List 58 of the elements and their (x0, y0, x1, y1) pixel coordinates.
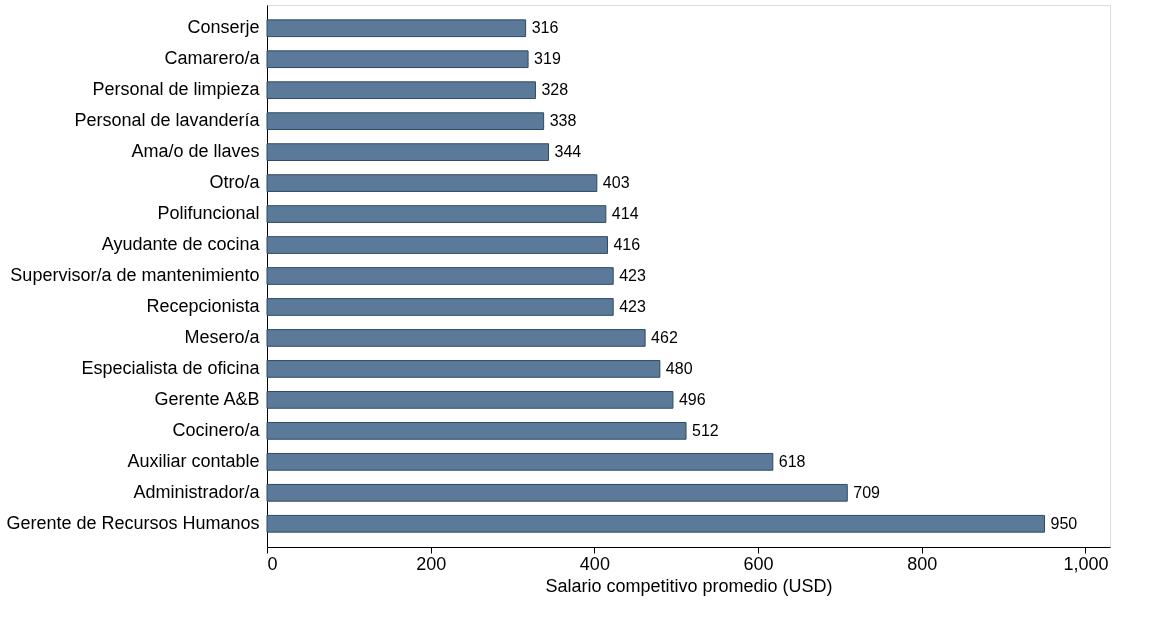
y-tick-label: Cocinero/a (172, 419, 261, 440)
y-tick-label: Conserje (187, 17, 260, 38)
data-label: 496 (678, 390, 706, 408)
y-tick-label: Especialista de oficina (81, 357, 261, 378)
y-tick-label: Recepcionista (146, 295, 261, 316)
data-label: 462 (651, 328, 678, 346)
bar (266, 174, 598, 192)
bar (266, 514, 1046, 533)
bar (266, 421, 687, 440)
data-label: 316 (531, 19, 559, 37)
y-tick-label: Personal de limpieza (92, 79, 261, 100)
data-label: 950 (1050, 514, 1078, 532)
y-tick-label: Otro/a (209, 172, 261, 193)
bar (266, 81, 536, 100)
bar (266, 329, 646, 347)
y-tick-label: Supervisor/a de mantenimiento (10, 265, 260, 285)
x-tick-label: 400 (579, 553, 610, 574)
x-tick-label: 600 (743, 553, 774, 574)
data-label: 414 (611, 205, 639, 223)
data-label: 328 (541, 81, 569, 99)
y-tick-label: Ama/o de llaves (131, 141, 260, 162)
bar (266, 143, 550, 161)
data-label: 338 (549, 112, 577, 130)
bar (266, 452, 774, 471)
data-label: 709 (853, 483, 881, 501)
data-label: 512 (692, 421, 719, 439)
y-tick-label: Polifuncional (157, 203, 260, 224)
bar (266, 298, 614, 316)
y-tick-label: Personal de lavandería (74, 110, 261, 131)
data-label: 423 (619, 267, 646, 284)
x-tick-label: 200 (416, 553, 447, 574)
bar (266, 50, 529, 69)
bar (266, 391, 674, 409)
bar (266, 483, 848, 502)
bar (266, 19, 527, 38)
y-tick-label: Gerente A&B (154, 388, 260, 409)
data-label: 480 (665, 359, 693, 377)
bar (266, 205, 607, 223)
bar (266, 112, 545, 131)
y-tick-label: Ayudante de cocina (101, 234, 261, 255)
y-tick-label: Administrador/a (133, 481, 261, 502)
x-tick-label: 0 (267, 553, 278, 574)
x-axis-title: Salario competitivo promedio (USD) (545, 575, 833, 596)
y-tick-label: Camarero/a (164, 48, 261, 69)
y-tick-label: Mesero/a (184, 326, 261, 347)
data-label: 423 (619, 297, 646, 315)
x-tick-label: 1,000 (1063, 553, 1109, 574)
y-tick-label: Gerente de Recursos Humanos (6, 512, 260, 533)
x-tick-label: 800 (907, 553, 938, 574)
data-label: 319 (534, 50, 561, 68)
data-label: 618 (778, 452, 806, 470)
data-label: 416 (613, 236, 641, 254)
data-label: 344 (554, 143, 582, 161)
bar (266, 236, 608, 254)
data-label: 403 (602, 174, 630, 192)
bar (266, 267, 614, 285)
y-tick-label: Auxiliar contable (127, 450, 260, 471)
bar (266, 360, 661, 378)
